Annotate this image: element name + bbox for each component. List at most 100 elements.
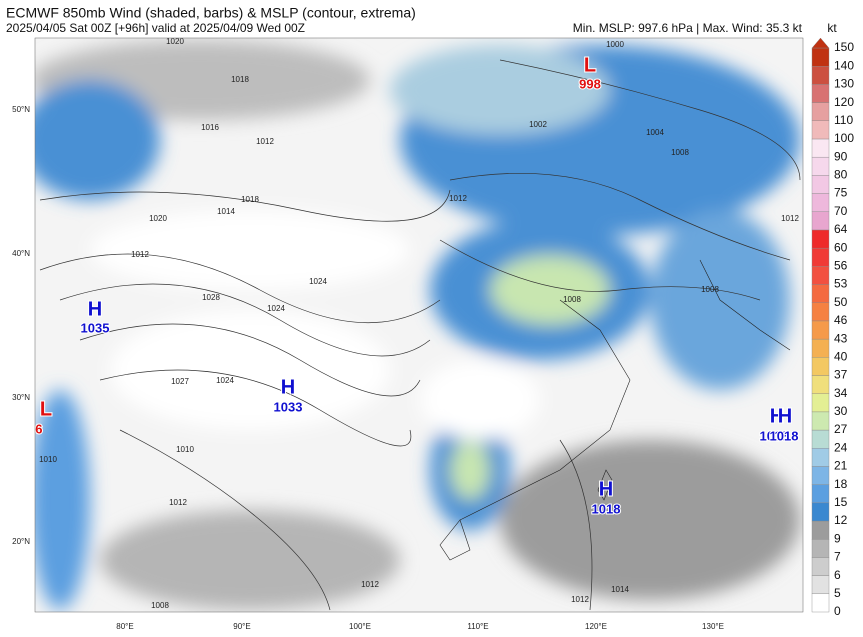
colorbar-label: 64: [834, 222, 848, 236]
colorbar-segment: [811, 102, 830, 121]
contour-label: 1012: [256, 137, 274, 146]
colorbar-label: 7: [834, 550, 841, 564]
contour-label: 1028: [202, 293, 220, 302]
lon-label: 120°E: [585, 622, 607, 631]
colorbar-segment: [811, 429, 830, 449]
lon-label: 90°E: [233, 622, 250, 631]
contour-label: 1012: [361, 580, 379, 589]
lat-label: 40°N: [12, 249, 30, 258]
high-value: 1018: [770, 428, 799, 443]
lon-label: 130°E: [702, 622, 724, 631]
contour-label: 1008: [701, 285, 719, 294]
high-value: 1035: [81, 320, 110, 335]
colorbar-segment: [811, 575, 830, 595]
colorbar-label: 56: [834, 258, 848, 272]
high-value: 1033: [274, 399, 303, 414]
colorbar-label: 80: [834, 168, 848, 182]
colorbar-label: 18: [834, 477, 848, 491]
colorbar-label: 37: [834, 368, 848, 382]
lon-label: 80°E: [116, 622, 133, 631]
coastlines: [439, 259, 791, 561]
contour-label: 1012: [169, 498, 187, 507]
low-symbol: L: [40, 398, 52, 420]
colorbar-segment: [811, 247, 830, 267]
colorbar-label: 46: [834, 313, 848, 327]
colorbar-arrow: [811, 37, 830, 49]
contour-label: 1020: [166, 37, 184, 46]
lat-label: 30°N: [12, 393, 30, 402]
lat-labels: 50°N 40°N 30°N 20°N: [12, 105, 30, 546]
contour-label: 1018: [241, 195, 259, 204]
high-symbol: H: [88, 298, 102, 320]
high-value: 1018: [760, 428, 789, 443]
colorbar-segment: [811, 320, 830, 340]
contour-label: 1002: [529, 120, 547, 129]
colorbar-segment: [811, 302, 830, 322]
contour-label: 1010: [39, 455, 57, 464]
low-value: 998: [579, 76, 601, 91]
contour-label: 1010: [176, 445, 194, 454]
contour-label: 1008: [151, 601, 169, 610]
colorbar-segment: [811, 484, 830, 504]
low-value: 1006: [14, 421, 43, 436]
colorbar-label: 50: [834, 295, 848, 309]
contour-label: 1027: [171, 377, 189, 386]
colorbar-segment: [811, 357, 830, 376]
colorbar-label: 30: [834, 404, 848, 418]
colorbar-label: 100: [834, 131, 854, 145]
contour-label: 1012: [571, 595, 589, 604]
colorbar-segment: [811, 156, 830, 176]
colorbar-label: 60: [834, 240, 848, 254]
colorbar-label: 90: [834, 149, 848, 163]
colorbar-label: 110: [834, 113, 853, 127]
lat-label: 50°N: [12, 105, 30, 114]
colorbar-label: 15: [834, 495, 848, 509]
colorbar-segment: [811, 502, 830, 522]
mslp-contours: [39, 59, 801, 611]
colorbar-segment: [811, 411, 830, 431]
colorbar-segment: [811, 47, 830, 67]
contour-label: 1024: [309, 277, 327, 286]
stats: Min. MSLP: 997.6 hPa | Max. Wind: 35.3 k…: [573, 21, 803, 35]
colorbar-segment: [811, 557, 830, 576]
colorbar-label: 34: [834, 386, 848, 400]
high-symbol: H: [770, 405, 784, 427]
colorbar-label: 9: [834, 531, 841, 545]
lat-label: 20°N: [12, 537, 30, 546]
contour-label: 1024: [267, 304, 285, 313]
colorbar-segment: [811, 466, 830, 485]
colorbar-segment: [811, 120, 830, 140]
wind-shading: [35, 40, 800, 610]
colorbar-segment: [811, 266, 830, 285]
colorbar-label: 43: [834, 331, 848, 345]
colorbar-segment: [811, 284, 830, 303]
colorbar-segment: [811, 211, 830, 231]
contour-label: 1008: [671, 148, 689, 157]
colorbar-label: 0: [834, 604, 841, 618]
high-symbol: H: [599, 478, 613, 500]
low-symbol: L: [584, 54, 596, 76]
colorbar: 0567912151821242730343740434650535660647…: [811, 37, 854, 618]
colorbar-label: 40: [834, 349, 848, 363]
contour-label: 1014: [611, 585, 629, 594]
colorbar-label: 53: [834, 277, 848, 291]
colorbar-label: 24: [834, 440, 848, 454]
colorbar-label: 150: [834, 40, 854, 54]
contour-label: 1000: [606, 40, 624, 49]
subtitle: 2025/04/05 Sat 00Z [+96h] valid at 2025/…: [6, 21, 305, 35]
contour-label: 1012: [781, 214, 799, 223]
colorbar-label: 6: [834, 568, 841, 582]
colorbar-label: 120: [834, 95, 854, 109]
map-frame: [34, 37, 804, 613]
lon-label: 100°E: [349, 622, 371, 631]
high-symbol: H: [281, 376, 295, 398]
colorbar-segment: [811, 84, 830, 103]
colorbar-segment: [811, 193, 830, 212]
contour-label: 1016: [201, 123, 219, 132]
contour-label: 1014: [217, 207, 235, 216]
colorbar-label: 5: [834, 586, 841, 600]
colorbar-segment: [811, 393, 830, 413]
colorbar-label: 75: [834, 186, 848, 200]
contour-label: 1018: [231, 75, 249, 84]
